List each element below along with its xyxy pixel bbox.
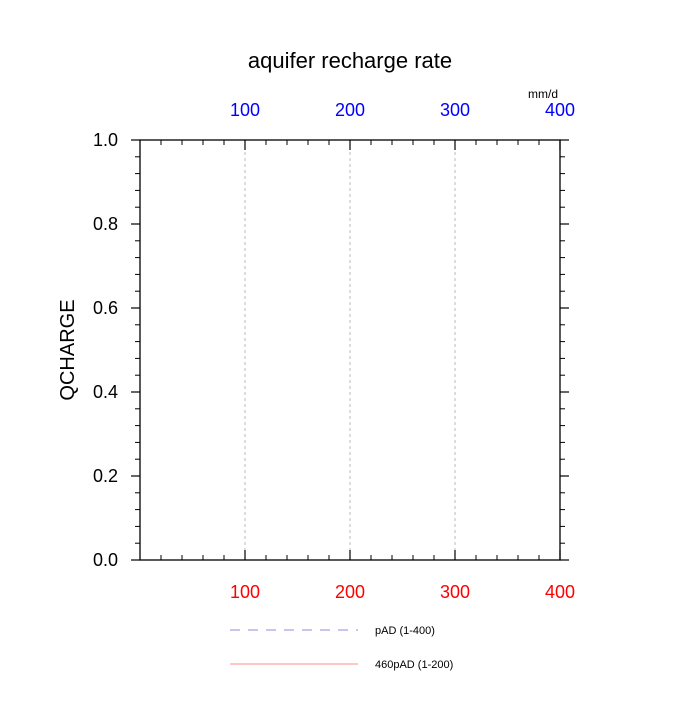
x-tick-label-top: 300	[440, 100, 470, 120]
tick-layer	[131, 139, 569, 561]
x-tick-label-bottom: 400	[545, 582, 575, 602]
y-tick-label: 1.0	[93, 130, 118, 150]
legend-label-1: pAD (1-400)	[375, 625, 435, 637]
y-tick-label: 0.6	[93, 298, 118, 318]
plot-frame	[139, 139, 561, 561]
x-tick-label-bottom: 100	[230, 582, 260, 602]
legend-label-2: 460pAD (1-200)	[375, 659, 453, 671]
y-tick-label: 0.4	[93, 382, 118, 402]
grid-layer	[244, 140, 456, 560]
x-tick-label-bottom: 300	[440, 582, 470, 602]
chart-title: aquifer recharge rate	[248, 48, 452, 73]
y-tick-label: 0.8	[93, 214, 118, 234]
tick-label-layer: 100 100 200 200 300 300 400 400 0.0 0.2 0.4 0.6 0.8 1…	[93, 100, 575, 602]
y-tick-label: 0.2	[93, 466, 118, 486]
top-axis-unit: mm/d	[528, 87, 558, 101]
y-axis-label: QCHARGE	[57, 299, 79, 400]
legend: pAD (1-400) 460pAD (1-200)	[230, 625, 453, 671]
x-tick-label-top: 100	[230, 100, 260, 120]
x-tick-label-bottom: 200	[335, 582, 365, 602]
x-tick-label-top: 400	[545, 100, 575, 120]
y-tick-label: 0.0	[93, 550, 118, 570]
x-tick-label-top: 200	[335, 100, 365, 120]
